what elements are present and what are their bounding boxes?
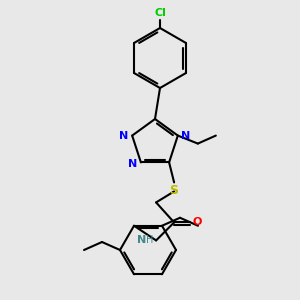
- Text: Cl: Cl: [154, 8, 166, 18]
- Text: N: N: [181, 130, 190, 141]
- Text: H: H: [146, 236, 153, 245]
- Text: N: N: [128, 159, 137, 170]
- Text: S: S: [169, 184, 178, 197]
- Text: N: N: [119, 130, 128, 141]
- Text: O: O: [192, 218, 202, 227]
- Text: N: N: [137, 236, 146, 245]
